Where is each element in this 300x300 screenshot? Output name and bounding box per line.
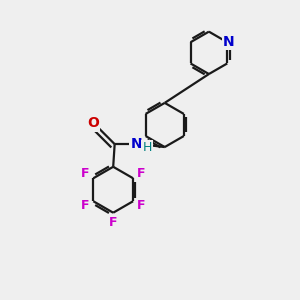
Text: F: F (81, 167, 89, 180)
Text: H: H (142, 141, 152, 154)
Text: O: O (87, 116, 99, 130)
Text: F: F (81, 200, 89, 212)
Text: F: F (137, 167, 146, 180)
Text: N: N (223, 35, 235, 49)
Text: F: F (137, 200, 146, 212)
Text: N: N (130, 137, 142, 151)
Text: F: F (109, 216, 117, 229)
